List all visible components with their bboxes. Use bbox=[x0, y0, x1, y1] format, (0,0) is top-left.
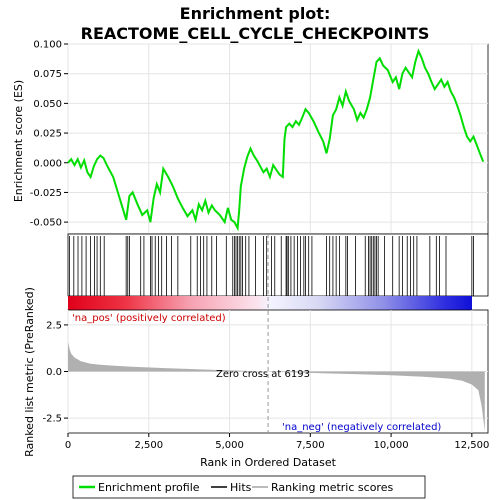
es-y-tick-label: 0.000 bbox=[33, 158, 62, 169]
zero-cross-label: Zero cross at 6193 bbox=[216, 369, 310, 380]
x-axis-label: Rank in Ordered Dataset bbox=[200, 456, 337, 469]
metric-y-axis-label: Ranked list metric (PreRanked) bbox=[23, 287, 36, 457]
metric-y-tick-label: 2.5 bbox=[46, 320, 62, 331]
x-tick-label: 2,500 bbox=[134, 440, 163, 451]
hit-markers bbox=[69, 236, 474, 296]
metric-y-axis-ticks: 2.5 0.0 -2.5 bbox=[42, 320, 68, 425]
es-y-tick-label: 0.075 bbox=[33, 69, 62, 80]
x-tick-label: 0 bbox=[65, 440, 71, 451]
x-tick-label: 7,500 bbox=[296, 440, 325, 451]
x-axis-ticks: 0 2,500 5,000 7,500 10,000 12,500 bbox=[65, 433, 489, 451]
positive-correlation-label: 'na_pos' (positively correlated) bbox=[72, 313, 226, 324]
rank-color-bar bbox=[68, 296, 472, 310]
metric-y-tick-label: 0.0 bbox=[46, 367, 62, 378]
es-y-tick-label: 0.050 bbox=[33, 99, 62, 110]
x-tick-label: 5,000 bbox=[215, 440, 244, 451]
es-y-tick-label: -0.050 bbox=[30, 218, 62, 229]
hits-panel-frame bbox=[67, 233, 489, 297]
chart-title-line1: Enrichment plot: bbox=[180, 4, 331, 23]
legend-enrichment-label: Enrichment profile bbox=[98, 481, 200, 494]
es-y-tick-label: -0.025 bbox=[30, 188, 62, 199]
x-tick-label: 10,000 bbox=[374, 440, 409, 451]
es-y-axis-ticks: 0.100 0.075 0.050 0.025 0.000 -0.025 -0.050 bbox=[30, 40, 68, 229]
legend-box bbox=[72, 475, 426, 499]
es-y-tick-label: 0.100 bbox=[33, 40, 62, 51]
es-y-axis-label: Enrichment score (ES) bbox=[12, 80, 25, 202]
legend-metric-label: Ranking metric scores bbox=[271, 481, 393, 494]
x-tick-label: 12,500 bbox=[454, 440, 489, 451]
enrichment-profile-line bbox=[67, 48, 485, 232]
chart-title-line2: REACTOME_CELL_CYCLE_CHECKPOINTS bbox=[81, 24, 430, 43]
es-y-tick-label: 0.025 bbox=[33, 129, 62, 140]
legend-hits-label: Hits bbox=[230, 481, 252, 494]
negative-correlation-label: 'na_neg' (negatively correlated) bbox=[282, 422, 441, 433]
es-panel-frame bbox=[67, 43, 489, 235]
metric-y-tick-label: -2.5 bbox=[42, 414, 62, 425]
